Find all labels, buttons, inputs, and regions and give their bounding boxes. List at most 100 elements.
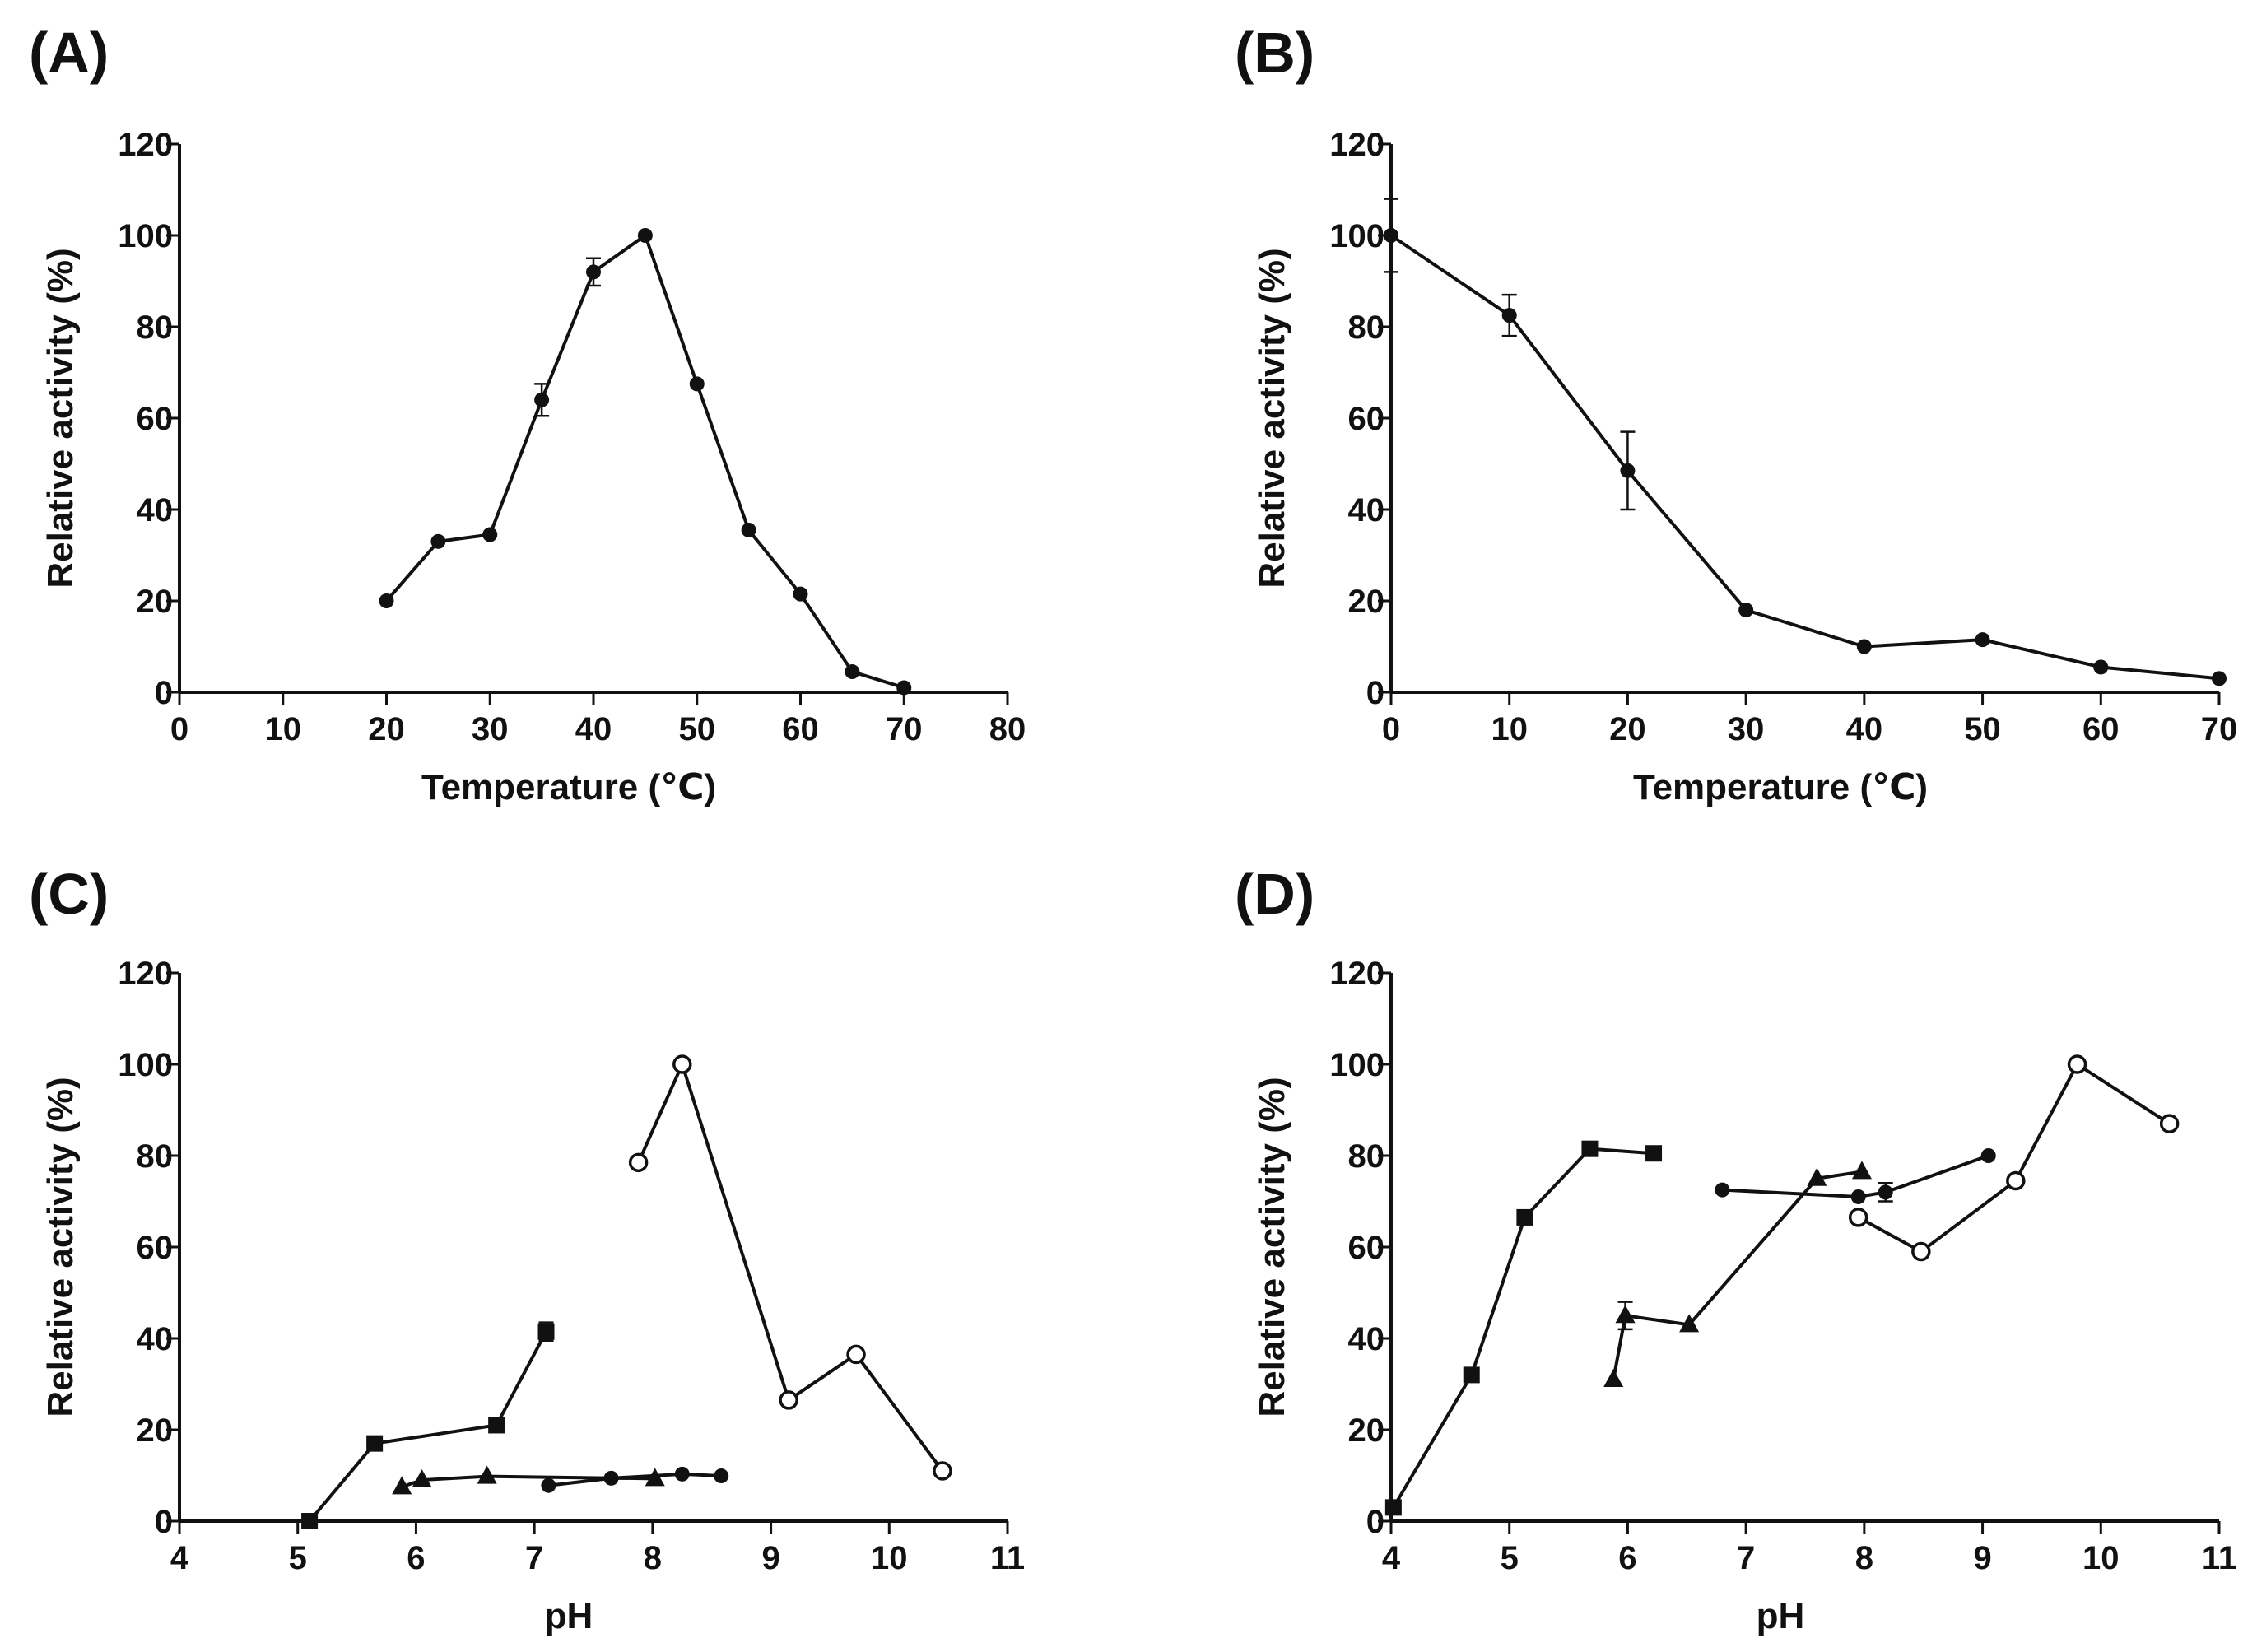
data-point [2093, 659, 2109, 675]
x-tick-label: 40 [575, 711, 612, 747]
series-line [548, 1472, 722, 1487]
x-tick-label: 70 [886, 711, 923, 747]
panel-label: (A) [29, 21, 109, 85]
x-tick-label: 0 [170, 711, 188, 747]
series-line [1857, 1062, 2171, 1254]
y-tick-label: 60 [1348, 401, 1385, 437]
data-point [1715, 1182, 1730, 1198]
y-tick-label: 60 [137, 1230, 174, 1266]
series-line [1722, 1154, 1989, 1198]
y-tick-label: 100 [118, 218, 173, 254]
x-tick-label: 8 [1855, 1540, 1873, 1576]
data-point [779, 1390, 798, 1410]
x-tick-label: 11 [2202, 1540, 2236, 1576]
y-tick-label: 20 [1348, 1412, 1385, 1449]
series-line [1389, 234, 2220, 681]
data-point [1878, 1184, 1893, 1200]
x-axis-title: Temperature (℃) [1633, 767, 1928, 807]
x-tick-label: 6 [407, 1540, 425, 1576]
x-axis-title: pH [1757, 1596, 1805, 1636]
data-point [1603, 1368, 1624, 1387]
y-tick-label: 20 [1348, 584, 1385, 620]
data-point [1501, 308, 1517, 323]
x-tick-label: 50 [1964, 711, 2001, 747]
y-tick-label: 100 [118, 1047, 173, 1083]
y-tick-label: 0 [1366, 1504, 1384, 1540]
data-point [1620, 463, 1636, 478]
data-point [482, 527, 498, 542]
x-tick-label: 5 [289, 1540, 307, 1576]
data-point [1807, 1167, 1827, 1186]
y-tick-label: 120 [118, 956, 173, 992]
x-tick-label: 10 [265, 711, 302, 747]
y-tick-label: 0 [155, 675, 173, 711]
y-tick-label: 120 [118, 127, 173, 163]
panel-label: (D) [1235, 862, 1315, 926]
data-point [896, 680, 912, 696]
y-tick-label: 60 [1348, 1230, 1385, 1266]
data-point [2212, 671, 2227, 686]
data-point [845, 664, 860, 680]
data-point [379, 593, 394, 608]
series-line [384, 232, 905, 690]
x-tick-label: 9 [761, 1540, 779, 1576]
data-point [1679, 1314, 1700, 1333]
data-point [846, 1344, 866, 1365]
data-point [1911, 1241, 1931, 1262]
series-line [636, 1059, 944, 1473]
x-tick-label: 10 [2082, 1540, 2120, 1576]
x-tick-label: 20 [1609, 711, 1646, 747]
y-tick-label: 120 [1329, 127, 1384, 163]
x-tick-label: 0 [1382, 711, 1400, 747]
y-tick-label: 40 [137, 1321, 174, 1357]
series-line [308, 1330, 548, 1523]
panel-d: (D) 4 5 6 7 8 9 10 11 0 20 40 60 80 100 120 pH Relative a… [1235, 862, 2236, 1636]
data-point [1463, 1366, 1480, 1384]
series-line [401, 1474, 655, 1489]
y-axis-title: Relative activity (%) [1252, 1077, 1292, 1417]
panel-b: (B) 0 10 20 30 40 50 60 70 0 20 40 60 80 100 120 Tempera… [1235, 21, 2237, 807]
data-point [1516, 1208, 1533, 1226]
data-point [586, 264, 601, 280]
y-axis-title: Relative activity (%) [40, 1077, 81, 1417]
data-point [301, 1513, 319, 1529]
data-point [672, 1054, 692, 1074]
data-point [1980, 1148, 1996, 1163]
data-point [1851, 1161, 1872, 1180]
x-tick-label: 40 [1846, 711, 1883, 747]
series-buffer-triangle [1603, 1161, 1872, 1387]
y-tick-label: 20 [137, 584, 174, 620]
y-tick-label: 80 [137, 1138, 174, 1175]
data-point [1384, 1499, 1402, 1516]
panel-c: (C) 4 5 6 7 8 9 10 11 0 20 40 60 80 100 120 pH Relative a… [29, 862, 1025, 1636]
data-point [534, 392, 550, 407]
y-tick-label: 0 [155, 1504, 173, 1540]
data-point [1848, 1208, 1868, 1227]
series-buffer-open-circle [1848, 1054, 2180, 1262]
data-point [714, 1468, 729, 1484]
y-tick-label: 20 [137, 1412, 174, 1449]
x-axis-title: Temperature (℃) [421, 767, 716, 807]
data-point [366, 1435, 384, 1452]
y-tick-label: 0 [1366, 675, 1384, 711]
y-tick-label: 40 [1348, 1321, 1385, 1357]
x-tick-label: 60 [782, 711, 819, 747]
x-tick-label: 10 [871, 1540, 908, 1576]
data-point [793, 586, 808, 602]
x-tick-label: 9 [1973, 1540, 1991, 1576]
data-point [2159, 1114, 2180, 1133]
series-buffer-circle [1715, 1148, 1996, 1204]
data-point [637, 228, 653, 243]
series-buffer-open-circle [628, 1054, 952, 1481]
data-point [412, 1469, 432, 1488]
x-tick-label: 5 [1501, 1540, 1519, 1576]
series-buffer-square [1384, 1140, 1663, 1516]
data-point [933, 1461, 952, 1481]
x-tick-label: 80 [989, 711, 1026, 747]
data-point [1384, 228, 1398, 243]
data-point [1850, 1189, 1866, 1204]
x-tick-label: 6 [1618, 1540, 1636, 1576]
data-point [537, 1323, 555, 1340]
x-tick-label: 60 [2082, 711, 2120, 747]
